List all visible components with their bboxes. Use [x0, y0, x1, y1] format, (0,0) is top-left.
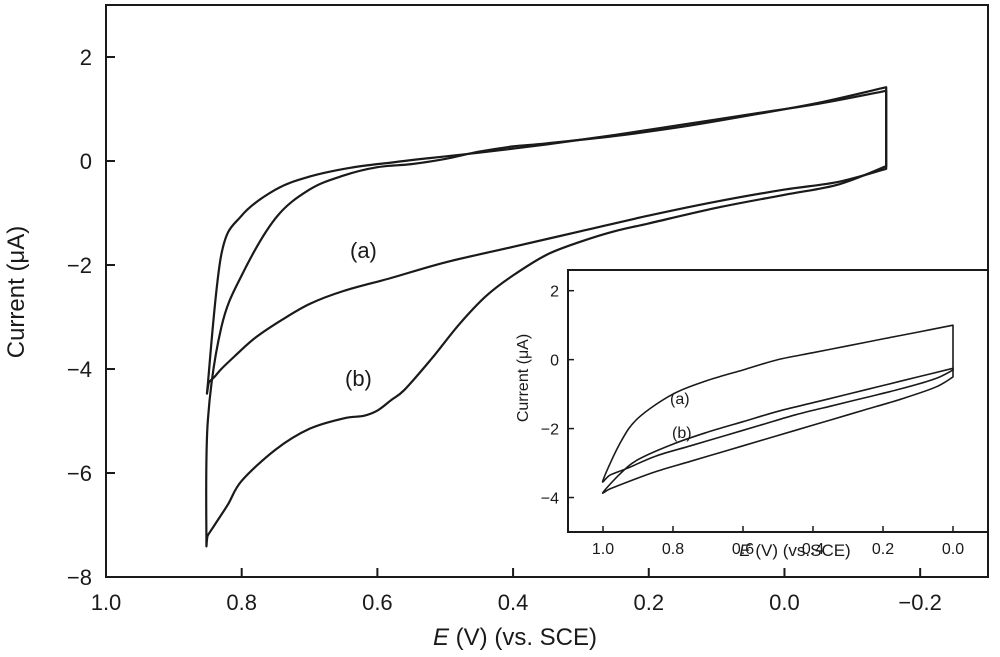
main-x-tick-label: 0.2 — [633, 590, 664, 615]
inset-x-axis-label-symbol: E — [739, 541, 751, 560]
main-y-axis-label: Current (μA) — [3, 226, 30, 359]
main-y-tick-label: −6 — [67, 461, 92, 486]
inset-x-tick-label: 0.4 — [802, 541, 824, 558]
inset-x-axis-label-text: (V) (vs.SCE) — [751, 541, 851, 560]
inset-x-tick-label: 0.6 — [732, 541, 754, 558]
main-x-tick-label: 0.8 — [226, 590, 257, 615]
inset-x-tick-label: 1.0 — [592, 541, 614, 558]
inset-curves — [601, 324, 954, 494]
main-y-tick-label: −8 — [67, 565, 92, 590]
inset-y-tick-label: 2 — [550, 283, 559, 300]
main-curve-b — [205, 86, 888, 548]
main-x-tick-label: 0.6 — [362, 590, 393, 615]
main-annotation-b: (b) — [345, 366, 372, 391]
main-x-axis-label-symbol: E — [433, 624, 450, 651]
inset-axes-ticks: 1.0 0.8 0.6 0.4 0.2 0.0 2 0 −2 −4 — [541, 283, 964, 558]
main-curves — [205, 86, 888, 548]
main-x-axis-label: E (V) (vs. SCE) — [433, 624, 597, 651]
main-x-tick-label: 0.0 — [769, 590, 800, 615]
inset-y-axis-label: Current (μA) — [515, 334, 532, 422]
inset-curve-a — [601, 324, 954, 483]
main-annotation-a: (a) — [350, 238, 377, 263]
main-x-axis-label-text: (V) (vs. SCE) — [449, 624, 597, 651]
main-x-tick-label: −0.2 — [898, 590, 941, 615]
inset-annotation-a: (a) — [670, 391, 690, 408]
main-y-tick-label: 0 — [80, 149, 92, 174]
inset-x-tick-label: 0.2 — [872, 541, 894, 558]
inset-x-tick-label: 0.0 — [942, 541, 964, 558]
inset-x-axis-label: E (V) (vs.SCE) — [739, 541, 850, 560]
inset-x-tick-label: 0.8 — [662, 541, 684, 558]
inset-y-tick-label: 0 — [550, 352, 559, 369]
main-axes-ticks: 1.0 0.8 0.6 0.4 0.2 0.0 −0.2 2 0 −2 −4 −6 −8 — [67, 45, 942, 615]
main-y-tick-label: −2 — [67, 253, 92, 278]
main-x-tick-label: 0.4 — [498, 590, 529, 615]
inset-y-tick-label: −4 — [541, 490, 559, 507]
inset-annotation-b: (b) — [672, 425, 692, 442]
main-x-tick-label: 1.0 — [91, 590, 122, 615]
main-y-tick-label: 2 — [80, 45, 92, 70]
inset-plot-frame — [567, 269, 989, 533]
inset-curve-b — [601, 367, 954, 494]
main-y-tick-label: −4 — [67, 357, 92, 382]
inset-y-tick-label: −2 — [541, 421, 559, 438]
